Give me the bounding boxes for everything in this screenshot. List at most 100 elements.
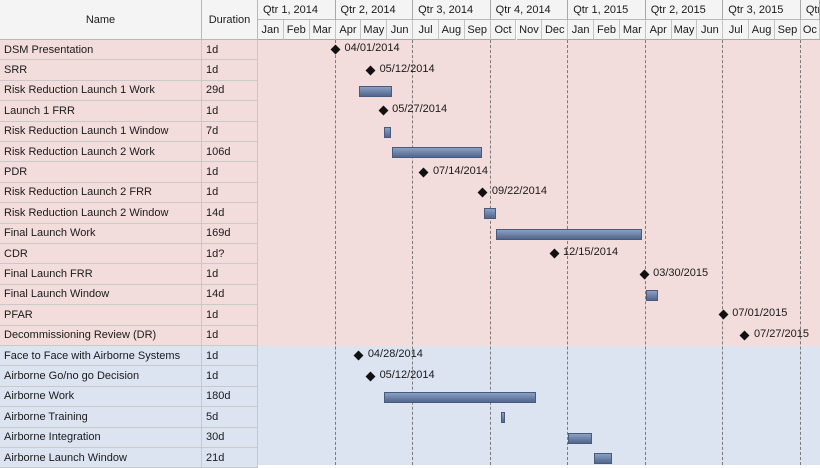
quarter-gridline	[567, 40, 569, 465]
task-name-cell[interactable]: Face to Face with Airborne Systems	[0, 346, 202, 367]
table-row[interactable]: SRR 1d	[0, 60, 258, 81]
quarter-gridline	[489, 40, 491, 465]
task-bar[interactable]	[358, 86, 392, 97]
task-bar[interactable]	[594, 453, 612, 465]
task-duration-cell[interactable]: 30d	[202, 427, 258, 448]
task-bar[interactable]	[501, 412, 506, 424]
task-name-cell[interactable]: Launch 1 FRR	[0, 101, 202, 122]
task-duration-cell[interactable]: 1d	[202, 305, 258, 326]
table-row[interactable]: Risk Reduction Launch 2 Work 106d	[0, 142, 258, 163]
table-row[interactable]: DSM Presentation 1d	[0, 40, 258, 61]
quarter-gridline	[722, 40, 724, 465]
table-row[interactable]: Airborne Go/no go Decision 1d	[0, 366, 258, 387]
task-duration-cell[interactable]: 1d	[202, 101, 258, 122]
task-name-cell[interactable]: Final Launch Work	[0, 223, 202, 244]
task-bar[interactable]	[383, 392, 537, 403]
task-name-cell[interactable]: Airborne Go/no go Decision	[0, 366, 202, 387]
task-name-cell[interactable]: SRR	[0, 60, 202, 81]
task-name-cell[interactable]: Airborne Integration	[0, 427, 202, 448]
month-header: Jul	[413, 20, 439, 40]
task-name-cell[interactable]: Risk Reduction Launch 2 Window	[0, 203, 202, 224]
table-row[interactable]: Risk Reduction Launch 1 Window 7d	[0, 121, 258, 142]
task-bar[interactable]	[391, 147, 483, 159]
task-bar[interactable]	[483, 208, 497, 220]
task-name-cell[interactable]: Final Launch Window	[0, 284, 202, 306]
task-bar[interactable]	[496, 228, 643, 240]
table-row[interactable]: Face to Face with Airborne Systems 1d	[0, 346, 258, 367]
task-name-cell[interactable]: Risk Reduction Launch 1 Window	[0, 121, 202, 142]
task-duration-cell[interactable]: 5d	[202, 407, 258, 428]
task-name-cell[interactable]: Final Launch FRR	[0, 264, 202, 285]
task-name-cell[interactable]: Airborne Work	[0, 386, 202, 408]
quarter-gridline	[334, 40, 336, 465]
name-header-label: Name	[85, 13, 116, 26]
table-row[interactable]: Airborne Launch Window 21d	[0, 448, 258, 468]
month-header: Jan	[258, 20, 284, 40]
table-row[interactable]: Airborne Work 180d	[0, 386, 258, 408]
quarter-header: Qtr 1, 2015	[568, 0, 646, 20]
task-duration-cell[interactable]: 7d	[202, 121, 258, 142]
month-header: Oc	[800, 20, 820, 40]
quarter-header: Qtr 3, 2015	[723, 0, 801, 20]
task-bar[interactable]	[568, 432, 593, 444]
task-name-cell[interactable]: Risk Reduction Launch 1 Work	[0, 80, 202, 102]
phase-band-blue	[258, 346, 820, 465]
duration-header-label: Duration	[208, 13, 251, 26]
task-name-cell[interactable]: DSM Presentation	[0, 40, 202, 61]
table-row[interactable]: PFAR 1d	[0, 305, 258, 326]
duration-column-header[interactable]: Duration	[202, 0, 258, 40]
table-row[interactable]: Final Launch Work 169d	[0, 223, 258, 244]
task-duration-cell[interactable]: 1d?	[202, 244, 258, 265]
month-header: Aug	[438, 20, 465, 40]
name-column-header[interactable]: Name	[0, 0, 202, 40]
table-row[interactable]: Final Launch FRR 1d	[0, 264, 258, 285]
table-row[interactable]: Risk Reduction Launch 2 Window 14d	[0, 203, 258, 224]
task-duration-cell[interactable]: 1d	[202, 182, 258, 204]
milestone-date-label: 05/27/2014	[392, 103, 448, 116]
table-row[interactable]: CDR 1d?	[0, 244, 258, 265]
table-row[interactable]: Final Launch Window 14d	[0, 284, 258, 306]
task-duration-cell[interactable]: 169d	[202, 223, 258, 244]
task-name-cell[interactable]: PFAR	[0, 305, 202, 326]
table-row[interactable]: Risk Reduction Launch 2 FRR 1d	[0, 182, 258, 204]
task-duration-cell[interactable]: 1d	[202, 366, 258, 387]
phase-band-pink	[258, 40, 820, 346]
task-duration-cell[interactable]: 1d	[202, 325, 258, 346]
month-header: Mar	[619, 20, 646, 40]
task-duration-cell[interactable]: 1d	[202, 60, 258, 81]
task-name-cell[interactable]: Risk Reduction Launch 2 Work	[0, 142, 202, 163]
task-duration-cell[interactable]: 1d	[202, 346, 258, 367]
task-bar[interactable]	[383, 126, 391, 138]
task-name-cell[interactable]: Decommissioning Review (DR)	[0, 325, 202, 346]
task-name-cell[interactable]: Airborne Training	[0, 407, 202, 428]
quarter-header: Qtr 3, 2014	[413, 0, 491, 20]
task-duration-cell[interactable]: 180d	[202, 386, 258, 408]
milestone-date-label: 05/12/2014	[379, 368, 435, 381]
task-duration-cell[interactable]: 14d	[202, 284, 258, 306]
table-row[interactable]: Decommissioning Review (DR) 1d	[0, 325, 258, 346]
month-header: Mar	[309, 20, 336, 40]
task-name-cell[interactable]: Risk Reduction Launch 2 FRR	[0, 182, 202, 204]
task-duration-cell[interactable]: 1d	[202, 264, 258, 285]
table-row[interactable]: Airborne Integration 30d	[0, 427, 258, 448]
table-row[interactable]: Launch 1 FRR 1d	[0, 101, 258, 122]
task-duration-cell[interactable]: 106d	[202, 142, 258, 163]
month-header: Oct	[490, 20, 517, 40]
task-name-cell[interactable]: PDR	[0, 162, 202, 183]
task-duration-cell[interactable]: 1d	[202, 40, 258, 61]
task-name-cell[interactable]: Airborne Launch Window	[0, 448, 202, 468]
month-header: May	[361, 20, 388, 40]
milestone-date-label: 12/15/2014	[563, 246, 619, 259]
table-row[interactable]: Airborne Training 5d	[0, 407, 258, 428]
table-row[interactable]: Risk Reduction Launch 1 Work 29d	[0, 80, 258, 102]
task-name-cell[interactable]: CDR	[0, 244, 202, 265]
table-row[interactable]: PDR 1d	[0, 162, 258, 183]
task-duration-cell[interactable]: 1d	[202, 162, 258, 183]
task-duration-cell[interactable]: 21d	[202, 448, 258, 468]
task-duration-cell[interactable]: 14d	[202, 203, 258, 224]
quarter-gridline	[412, 40, 414, 465]
task-bar[interactable]	[645, 290, 658, 301]
month-header: Jul	[723, 20, 750, 40]
month-header: May	[671, 20, 698, 40]
task-duration-cell[interactable]: 29d	[202, 80, 258, 102]
